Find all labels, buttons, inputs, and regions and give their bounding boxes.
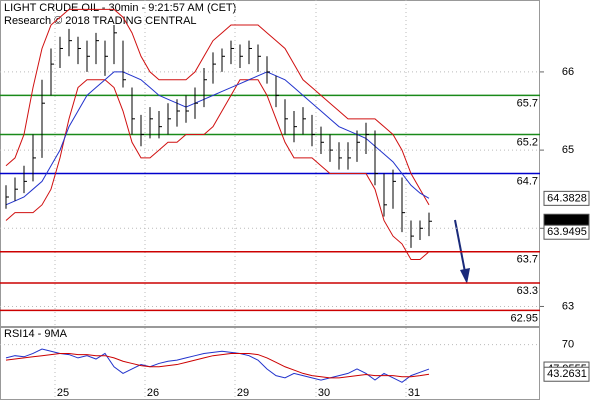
level-label: 62.95 [510, 312, 538, 324]
x-tick-label: 29 [237, 387, 249, 399]
level-label: 63.7 [517, 254, 538, 266]
rsi-label: RSI14 - 9MA [4, 328, 68, 340]
x-tick-label: 30 [318, 387, 330, 399]
x-tick-label: 31 [408, 387, 420, 399]
y-tick-label: 63 [562, 300, 574, 312]
chart-subtitle: Research © 2018 TRADING CENTRAL [4, 15, 197, 27]
rsi-panel [0, 327, 540, 400]
y-tick-label: 66 [562, 66, 574, 78]
level-label: 65.2 [517, 136, 538, 148]
y-tick-label: 70 [562, 339, 574, 351]
indicator-line [5, 8, 430, 206]
rsi-line [5, 352, 430, 379]
price-marker [543, 224, 590, 240]
y-tick-label: 65 [562, 144, 574, 156]
chart-title: LIGHT CRUDE OIL - 30min - 9:21:57 AM (CE… [4, 2, 236, 14]
level-label: 65.7 [517, 97, 538, 109]
price-marker [543, 366, 590, 382]
price-marker-label: 63.9495 [547, 226, 587, 238]
level-label: 64.7 [517, 175, 538, 187]
price-marker [543, 190, 590, 206]
x-tick-label: 26 [147, 387, 159, 399]
rsi-line [5, 348, 430, 383]
indicator-line [5, 79, 430, 261]
price-marker-label: 64.09 [553, 215, 581, 227]
price-marker-label: 64.3828 [547, 192, 587, 204]
price-panel [0, 0, 540, 327]
level-label: 63.3 [517, 285, 538, 297]
indicator-line [5, 71, 430, 206]
x-tick-label: 25 [57, 387, 69, 399]
price-marker-label: 43.2631 [547, 368, 587, 380]
